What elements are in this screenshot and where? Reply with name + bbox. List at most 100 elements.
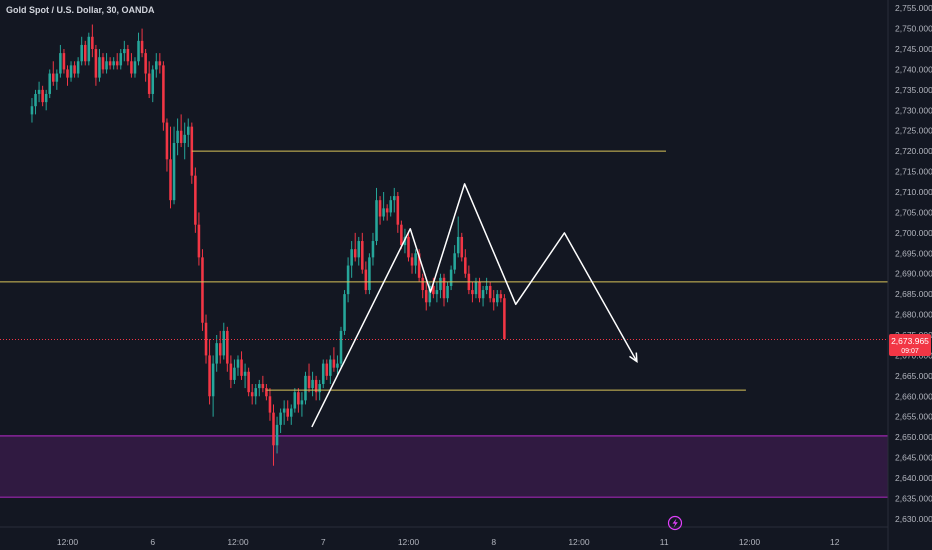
candle [268, 388, 272, 421]
candle [304, 371, 307, 405]
candle [76, 57, 80, 78]
candle [485, 277, 488, 295]
x-tick-label: 12:00 [227, 537, 249, 547]
candle [130, 53, 133, 78]
candle [293, 388, 297, 413]
candle [371, 232, 375, 266]
candle-body [73, 65, 76, 74]
candle [375, 187, 378, 246]
candle [194, 167, 197, 233]
candle-body [435, 290, 439, 295]
candle-body [449, 269, 453, 286]
y-tick-label: 2,650.000 [895, 432, 932, 442]
candle [91, 24, 94, 58]
candle [325, 359, 329, 380]
candle [62, 49, 66, 74]
candle [449, 265, 453, 291]
candle-body [424, 290, 428, 303]
candle-body [87, 36, 91, 62]
candle [496, 290, 499, 307]
candle-body [396, 196, 400, 225]
candle [123, 40, 126, 62]
price-tag-box [889, 334, 931, 356]
pattern-path[interactable] [311, 183, 638, 428]
candle [474, 277, 478, 299]
x-tick-label: 12:00 [739, 537, 761, 547]
candle-body [218, 343, 222, 356]
candle-body [66, 69, 69, 78]
candle [481, 285, 485, 307]
candle [453, 245, 456, 274]
candle-body [233, 367, 236, 380]
candle-body [222, 330, 226, 356]
y-tick-label: 2,655.000 [895, 412, 932, 422]
demand-zone[interactable] [0, 435, 888, 498]
candle [382, 192, 385, 221]
x-tick-label: 7 [321, 537, 326, 547]
candle [286, 400, 289, 421]
candle [222, 322, 226, 360]
candle-body [300, 400, 304, 405]
candle [435, 281, 439, 303]
candle-body [400, 224, 403, 246]
candle [407, 232, 410, 262]
candle-body [158, 61, 162, 66]
y-tick-label: 2,640.000 [895, 473, 932, 483]
candle-body [48, 73, 52, 94]
candle [361, 232, 364, 274]
candle-body [488, 285, 492, 299]
candle-body [133, 61, 137, 74]
candle [279, 408, 282, 434]
candle-body [417, 253, 421, 278]
candle [410, 253, 414, 274]
candle-body [293, 392, 297, 409]
candle-body [282, 408, 286, 413]
candle [215, 334, 218, 372]
candle [307, 363, 311, 393]
candle-body [279, 412, 282, 425]
candle [336, 355, 339, 376]
candle-body [130, 61, 133, 74]
candle [140, 28, 144, 58]
pattern-arrow-head [629, 352, 638, 364]
candle [311, 371, 314, 397]
candle [392, 187, 396, 213]
candle [424, 281, 428, 311]
lightning-icon[interactable] [667, 515, 683, 531]
candle-body [204, 322, 208, 356]
candle [272, 404, 275, 466]
candle-body [115, 61, 119, 66]
candle-body [34, 93, 37, 107]
candle [37, 81, 41, 103]
candle [446, 281, 449, 303]
candle-body [258, 384, 261, 389]
candle-body [52, 73, 55, 82]
candle [389, 196, 392, 217]
candle [229, 355, 233, 389]
candle [428, 281, 432, 307]
candle-body [165, 122, 169, 160]
candle [400, 220, 403, 250]
y-tick-label: 2,750.000 [895, 24, 932, 34]
y-tick-label: 2,630.000 [895, 514, 932, 524]
candle-body [311, 379, 314, 389]
candle [321, 359, 325, 389]
candle-body [321, 363, 325, 385]
candle-body [364, 269, 368, 291]
candle-body [101, 57, 105, 70]
candle-body [162, 65, 165, 123]
candle [197, 212, 201, 266]
candle-body [105, 61, 108, 70]
candle [101, 53, 105, 74]
candle-body [265, 388, 268, 397]
x-tick-label: 8 [491, 537, 496, 547]
candle [87, 32, 91, 66]
candle-body [147, 73, 151, 94]
y-tick-label: 2,715.000 [895, 167, 932, 177]
candle-body [382, 208, 385, 217]
candle-body [336, 363, 339, 368]
candle [353, 232, 357, 262]
candle-body [155, 61, 158, 70]
